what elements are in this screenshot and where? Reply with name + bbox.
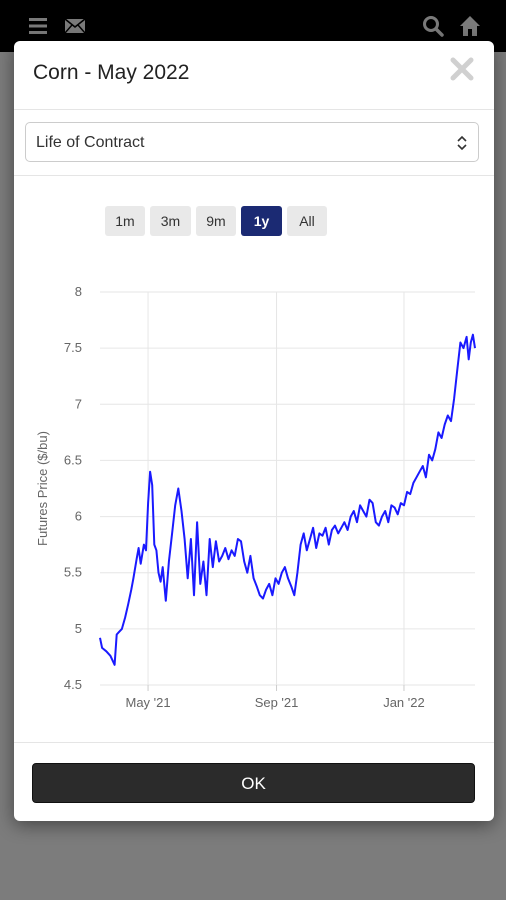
ok-button[interactable]: OK <box>32 763 475 803</box>
zoom-1m-button[interactable]: 1m <box>105 206 145 236</box>
range-select-value: Life of Contract <box>36 134 145 151</box>
y-tick-label: 6.5 <box>64 452 82 467</box>
x-tick-label: Jan '22 <box>383 695 425 710</box>
price-series-line <box>99 333 476 666</box>
x-tick-label: May '21 <box>125 695 170 710</box>
close-icon[interactable] <box>448 55 476 83</box>
y-tick-label: 7.5 <box>64 340 82 355</box>
search-icon[interactable] <box>421 14 445 38</box>
y-tick-label: 7 <box>75 396 82 411</box>
range-select-row: Life of Contract <box>14 109 494 176</box>
y-tick-label: 5 <box>75 621 82 636</box>
home-icon[interactable] <box>458 14 482 38</box>
y-tick-label: 4.5 <box>64 677 82 692</box>
zoom-9m-button[interactable]: 9m <box>196 206 236 236</box>
dialog-footer: OK <box>14 742 494 821</box>
select-updown-icon <box>457 135 467 151</box>
y-tick-label: 6 <box>75 509 82 524</box>
y-tick-label: 5.5 <box>64 565 82 580</box>
zoom-1y-button[interactable]: 1y <box>241 206 282 236</box>
menu-icon[interactable] <box>26 14 50 38</box>
x-tick-label: Sep '21 <box>255 695 299 710</box>
zoom-all-button[interactable]: All <box>287 206 327 236</box>
mail-icon[interactable] <box>63 14 87 38</box>
chart-area: 1m 3m 9m 1y All 4.5 5 5.5 6 6.5 7 7.5 8 May '21 S… <box>14 176 494 742</box>
price-line-chart: 4.5 5 5.5 6 6.5 7 7.5 8 May '21 Sep '21 Jan '22 Fut… <box>35 284 476 710</box>
contract-chart-dialog: Corn - May 2022 Life of Contract 1m 3m 9… <box>14 41 494 821</box>
range-select[interactable]: Life of Contract <box>25 122 479 162</box>
y-tick-label: 8 <box>75 284 82 299</box>
zoom-3m-button[interactable]: 3m <box>150 206 191 236</box>
y-axis-label: Futures Price ($/bu) <box>35 431 50 546</box>
dialog-header: Corn - May 2022 <box>14 41 494 110</box>
dialog-title: Corn - May 2022 <box>33 61 190 84</box>
